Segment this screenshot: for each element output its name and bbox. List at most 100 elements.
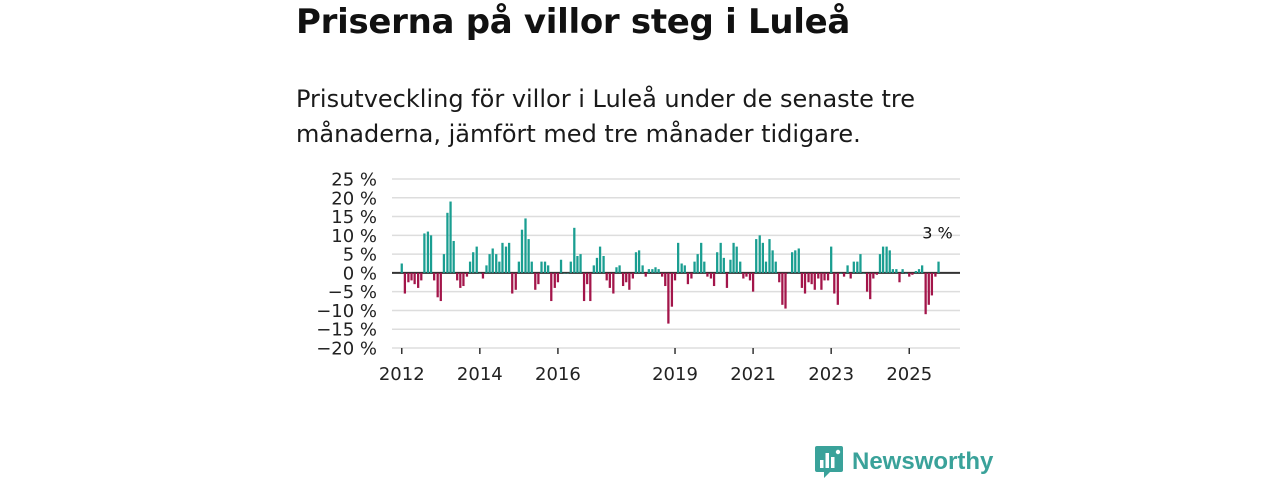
bar <box>859 254 862 273</box>
bar <box>817 272 820 279</box>
bar <box>631 272 635 279</box>
bar-series <box>400 201 940 324</box>
bar <box>403 272 407 294</box>
bar <box>800 272 804 288</box>
bar <box>888 250 891 273</box>
bar <box>661 272 664 277</box>
bar <box>563 272 566 274</box>
bar <box>634 252 638 273</box>
bar <box>826 272 830 281</box>
bar <box>729 259 732 273</box>
bar <box>501 242 504 273</box>
bar <box>794 250 797 273</box>
bar <box>498 261 501 273</box>
bar <box>739 261 742 273</box>
bar <box>442 254 446 273</box>
y-tick-label: 5 % <box>343 245 377 266</box>
bar <box>872 272 875 279</box>
bar <box>647 269 651 273</box>
bar <box>504 246 508 273</box>
bar <box>566 272 569 274</box>
bar <box>852 261 855 273</box>
bar <box>407 272 410 283</box>
bar <box>514 272 517 290</box>
x-tick-label: 2014 <box>457 364 503 385</box>
bar <box>810 272 813 285</box>
bar <box>696 254 699 273</box>
bar <box>478 272 481 274</box>
bar <box>446 212 449 273</box>
bar <box>878 254 882 273</box>
bar <box>400 263 403 273</box>
bar <box>856 261 859 273</box>
bar <box>426 231 430 273</box>
bar <box>709 272 713 279</box>
bar <box>637 250 641 273</box>
bar <box>803 272 807 294</box>
bar <box>481 272 485 279</box>
bar <box>673 272 677 281</box>
bar <box>927 272 930 305</box>
newsworthy-logo-icon <box>815 446 843 478</box>
bar <box>778 272 781 283</box>
bar <box>680 263 683 273</box>
x-tick-label: 2019 <box>652 364 698 385</box>
bar <box>911 272 914 275</box>
bar <box>595 257 599 273</box>
bar <box>732 242 735 273</box>
y-tick-label: −5 % <box>328 282 377 303</box>
bar <box>556 272 560 283</box>
bar <box>413 272 416 285</box>
chart-title: Priserna på villor steg i Luleå <box>296 2 851 42</box>
bar <box>569 261 572 273</box>
bar <box>559 259 563 273</box>
bar <box>524 218 527 273</box>
bar <box>475 246 478 273</box>
bar <box>891 269 894 273</box>
bar <box>700 242 703 273</box>
bar <box>725 272 729 288</box>
bar <box>507 242 511 273</box>
bar <box>579 254 582 273</box>
y-tick-label: 10 % <box>331 226 377 247</box>
bar <box>410 272 413 281</box>
bar <box>491 248 494 273</box>
bar <box>641 265 644 273</box>
bar <box>462 272 465 287</box>
bar <box>543 261 547 273</box>
bar <box>547 265 550 273</box>
bar <box>865 272 869 292</box>
bar <box>823 272 826 281</box>
y-tick-label: 0 % <box>343 263 377 284</box>
bar <box>592 265 595 273</box>
y-tick-label: 25 % <box>331 170 377 191</box>
bar <box>664 272 667 287</box>
y-tick-label: 20 % <box>331 188 377 209</box>
bar <box>836 272 839 305</box>
bar <box>937 261 940 273</box>
last-value-label: 3 % <box>922 224 952 243</box>
bar <box>534 272 537 290</box>
bar <box>553 272 556 288</box>
bar <box>670 272 674 307</box>
bar <box>784 272 787 309</box>
bar <box>436 272 439 298</box>
bar <box>774 261 777 273</box>
bar <box>924 272 927 315</box>
y-tick-label: −15 % <box>316 320 377 341</box>
bar <box>830 246 833 273</box>
bar <box>628 272 631 290</box>
bar <box>420 272 423 281</box>
bar <box>429 235 433 273</box>
brand-name: Newsworthy <box>852 448 994 475</box>
bar <box>846 265 849 273</box>
bar <box>683 265 686 273</box>
bar <box>495 254 498 273</box>
brand-logo: Newsworthy <box>814 445 993 479</box>
bar <box>881 246 885 273</box>
x-tick-label: 2023 <box>808 364 854 385</box>
bar <box>862 272 865 274</box>
bar <box>716 252 719 273</box>
x-tick-label: 2016 <box>535 364 581 385</box>
